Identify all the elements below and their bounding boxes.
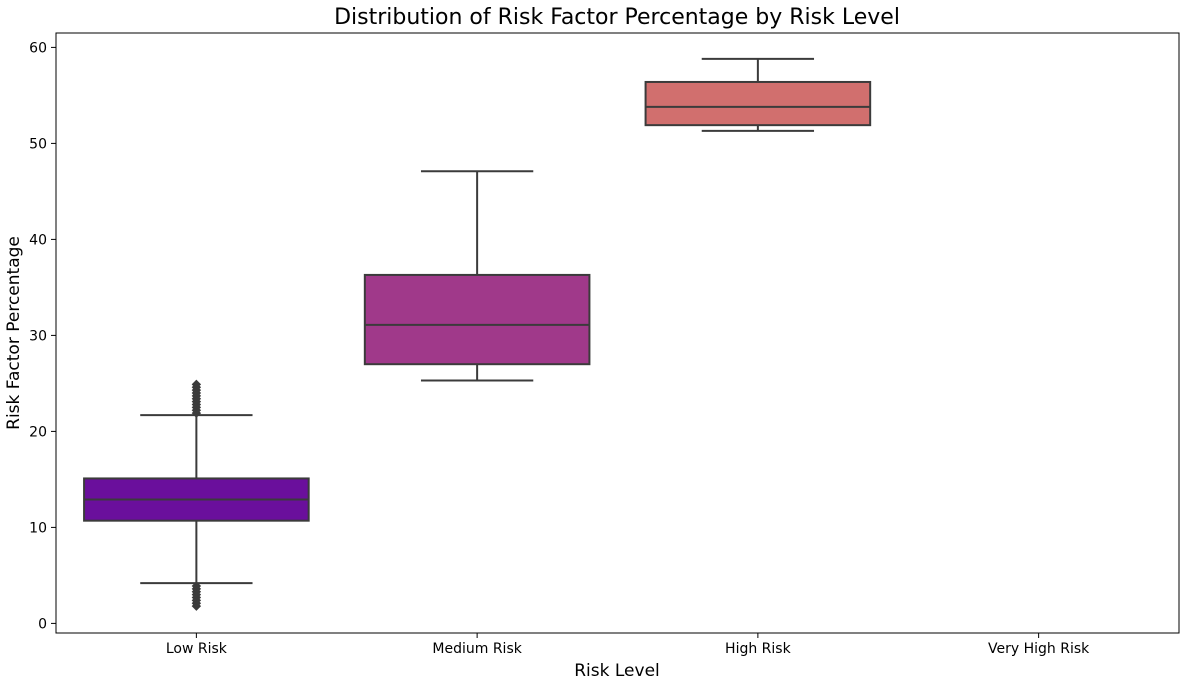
x-tick-label: Low Risk [166, 641, 228, 657]
plot-area-frame [55, 32, 1180, 634]
x-axis: Low Risk Medium Risk High Risk Very High Ri… [166, 633, 1090, 657]
box-iqr [644, 80, 872, 127]
x-tick-label: High Risk [725, 641, 792, 657]
y-tick-label: 40 [29, 232, 47, 248]
outlier-point [191, 581, 202, 591]
box-iqr [363, 273, 591, 366]
y-axis: 0 10 20 30 40 50 60 [29, 40, 56, 632]
y-axis-label: Risk Factor Percentage [4, 236, 24, 430]
outlier-point [191, 379, 202, 390]
box-1 [83, 379, 310, 611]
box-3 [644, 57, 872, 132]
y-tick-label: 50 [29, 136, 47, 152]
x-axis-label: Risk Level [574, 661, 660, 681]
box-2 [363, 170, 591, 382]
boxes-layer [83, 57, 872, 611]
y-tick-label: 60 [29, 40, 47, 56]
y-tick-label: 20 [29, 424, 47, 440]
y-tick-label: 30 [29, 328, 47, 344]
x-tick-label: Very High Risk [988, 641, 1090, 657]
y-tick-label: 10 [29, 520, 47, 536]
y-tick-label: 0 [38, 616, 47, 632]
x-tick-label: Medium Risk [432, 641, 522, 657]
chart-title: Distribution of Risk Factor Percentage b… [334, 5, 900, 30]
